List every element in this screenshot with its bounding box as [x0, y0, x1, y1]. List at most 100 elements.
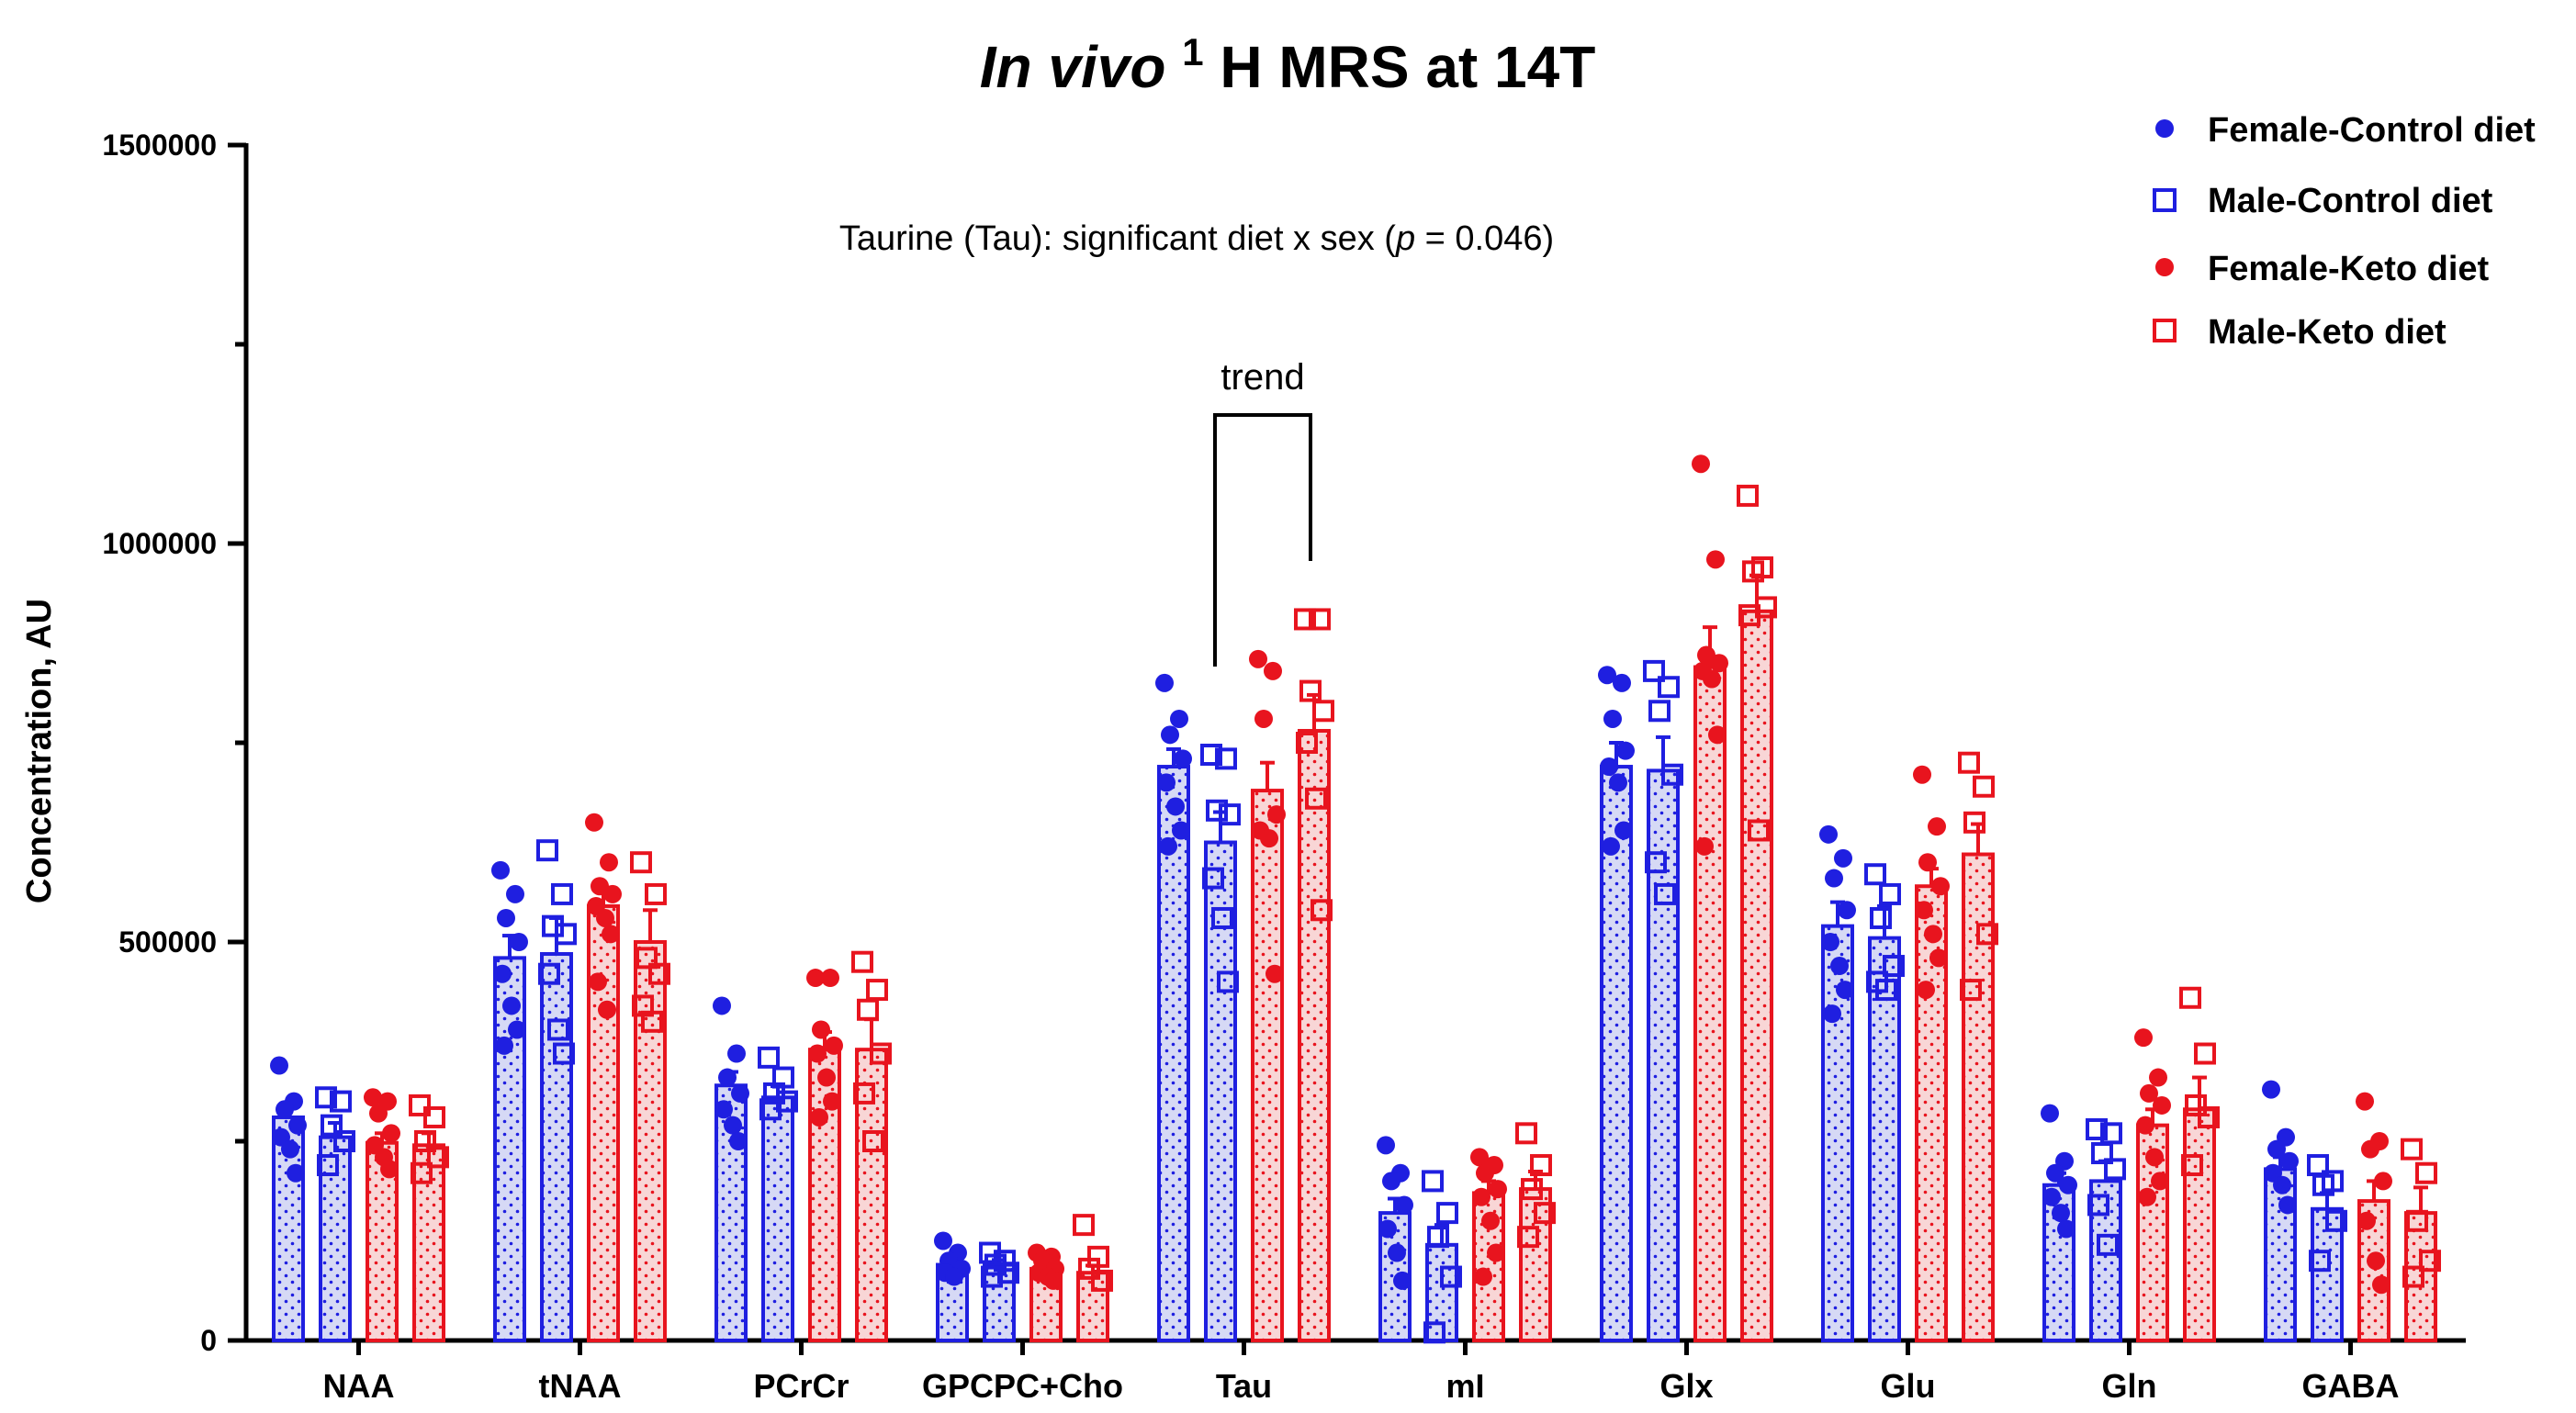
point-glu-female-keto-diet	[1924, 925, 1942, 944]
x-ticks: NAA tNAA PCrCr GPCPC+Cho Tau mI Glx Glu Gln GABA	[323, 1340, 2400, 1405]
point-tnaa-female-control-diet	[495, 1036, 513, 1055]
point-glu-male-keto-diet	[1963, 811, 1985, 834]
point-glu-female-control-diet	[1825, 869, 1843, 888]
point-gln-male-keto-diet	[2185, 1093, 2207, 1116]
significance-annotation: Taurine (Tau): significant diet x sex (p…	[839, 219, 1554, 258]
legend-marker-male-control	[2153, 188, 2177, 212]
point-gln-male-control-diet	[2097, 1233, 2119, 1256]
point-naa-female-control-diet	[288, 1116, 307, 1135]
point-glx-male-control-diet	[1654, 882, 1676, 905]
point-glu-male-keto-diet	[1976, 923, 1998, 946]
point-pcrcr-female-control-diet	[731, 1083, 749, 1103]
point-gln-female-control-diet	[2059, 1175, 2077, 1194]
point-tau-female-keto-diet	[1267, 805, 1286, 824]
x-tick-label-gaba: GABA	[2302, 1367, 2400, 1405]
point-glu-female-control-diet	[1834, 848, 1852, 868]
point-naa-female-control-diet	[287, 1163, 305, 1183]
point-tau-male-keto-diet	[1309, 608, 1331, 631]
point-naa-female-keto-diet	[364, 1088, 382, 1107]
point-glx-female-keto-diet	[1710, 654, 1728, 673]
x-tick-label-glu: Glu	[1881, 1367, 1936, 1405]
point-naa-male-keto-diet	[409, 1093, 431, 1116]
point-tnaa-female-keto-diet	[598, 1000, 616, 1019]
point-mi-male-keto-diet	[1521, 1178, 1543, 1201]
point-tnaa-female-control-diet	[508, 1020, 526, 1039]
point-glu-female-keto-diet	[1929, 948, 1948, 968]
bar-tau-female-keto-diet	[1251, 789, 1284, 1342]
point-gaba-female-control-diet	[2280, 1151, 2299, 1171]
point-glu-male-control-diet	[1870, 906, 1892, 929]
point-tnaa-male-control-diet	[555, 923, 577, 946]
point-tnaa-female-control-diet	[502, 996, 521, 1015]
bar-tnaa-male-control-diet	[540, 952, 573, 1343]
y-tick-label: 500000	[118, 925, 217, 959]
point-pcrcr-female-control-diet	[718, 1068, 737, 1087]
point-tau-female-control-diet	[1174, 749, 1192, 768]
point-mi-female-keto-diet	[1472, 1187, 1490, 1206]
legend-label-male-control: Male-Control diet	[2208, 182, 2493, 220]
point-tnaa-female-keto-diet	[600, 853, 618, 872]
point-gaba-female-keto-diet	[2374, 1172, 2392, 1191]
point-glu-male-control-diet	[1875, 979, 1897, 1002]
point-pcrcr-female-control-diet	[714, 1100, 733, 1119]
point-tau-male-keto-diet	[1299, 679, 1322, 702]
point-tnaa-female-keto-diet	[589, 972, 607, 992]
bar-tau-male-keto-diet	[1298, 728, 1331, 1342]
x-tick-label-naa: NAA	[323, 1367, 395, 1405]
point-gaba-female-control-diet	[2278, 1195, 2297, 1215]
point-gaba-female-keto-diet	[2372, 1275, 2390, 1295]
point-glx-female-control-diet	[1614, 821, 1633, 840]
point-pcrcr-male-keto-diet	[851, 950, 873, 973]
bar-glu-male-control-diet	[1868, 936, 1901, 1342]
point-gaba-female-keto-diet	[2356, 1092, 2374, 1111]
point-tnaa-male-control-diet	[553, 1042, 575, 1065]
point-tnaa-female-control-diet	[491, 860, 510, 880]
bar-gln-male-keto-diet	[2183, 1107, 2216, 1343]
point-gln-male-control-diet	[2104, 1158, 2126, 1181]
point-gln-male-keto-diet	[2198, 1105, 2220, 1128]
chart-title-rest: H MRS at 14T	[1220, 34, 1595, 100]
point-mi-female-control-diet	[1382, 1172, 1400, 1191]
bar-glx-male-keto-diet	[1740, 609, 1773, 1342]
point-mi-male-control-diet	[1427, 1226, 1449, 1249]
legend-item-female-control: Female-Control diet	[2155, 111, 2536, 150]
point-tau-male-control-diet	[1202, 867, 1224, 890]
point-mi-female-control-diet	[1395, 1195, 1413, 1215]
point-pcrcr-male-keto-diet	[866, 979, 888, 1002]
point-pcrcr-female-keto-diet	[810, 1107, 828, 1127]
point-gaba-male-control-diet	[2325, 1209, 2347, 1232]
point-naa-male-control-diet	[321, 1114, 343, 1137]
point-naa-male-keto-diet	[414, 1130, 436, 1152]
point-gln-female-keto-diet	[2145, 1148, 2164, 1167]
x-tick-label-gln: Gln	[2102, 1367, 2157, 1405]
point-gpcpc-cho-female-keto-diet	[1044, 1271, 1063, 1290]
point-glu-male-keto-diet	[1973, 775, 1995, 798]
point-glx-male-control-diet	[1645, 851, 1667, 874]
point-glu-female-control-diet	[1823, 1004, 1841, 1024]
point-pcrcr-female-control-diet	[727, 1044, 746, 1063]
legend-label-male-keto: Male-Keto diet	[2208, 313, 2447, 352]
point-tau-female-keto-diet	[1254, 709, 1273, 728]
point-glu-male-control-diet	[1864, 863, 1886, 886]
bars-layer	[272, 573, 2437, 1343]
point-glu-female-control-diet	[1830, 957, 1849, 976]
bar-glx-female-keto-diet	[1693, 665, 1727, 1342]
point-mi-male-keto-diet	[1515, 1122, 1537, 1145]
point-naa-female-control-diet	[281, 1139, 299, 1159]
points-layer	[270, 454, 2441, 1344]
point-tnaa-female-keto-diet	[596, 908, 614, 927]
point-glu-female-control-diet	[1836, 981, 1854, 1000]
point-glx-female-keto-diet	[1706, 550, 1725, 569]
point-gaba-male-control-diet	[2312, 1173, 2334, 1196]
point-pcrcr-female-control-diet	[713, 996, 731, 1015]
point-tau-male-control-diet	[1215, 747, 1237, 770]
point-mi-male-keto-diet	[1534, 1202, 1556, 1225]
point-tau-female-keto-diet	[1266, 964, 1284, 983]
point-glx-male-keto-diet	[1738, 604, 1760, 627]
point-naa-male-control-diet	[315, 1086, 337, 1109]
bar-tnaa-female-keto-diet	[587, 903, 620, 1342]
point-glu-female-keto-diet	[1913, 765, 1931, 784]
point-gaba-male-keto-diet	[2401, 1138, 2423, 1161]
point-glu-male-control-diet	[1879, 882, 1901, 905]
